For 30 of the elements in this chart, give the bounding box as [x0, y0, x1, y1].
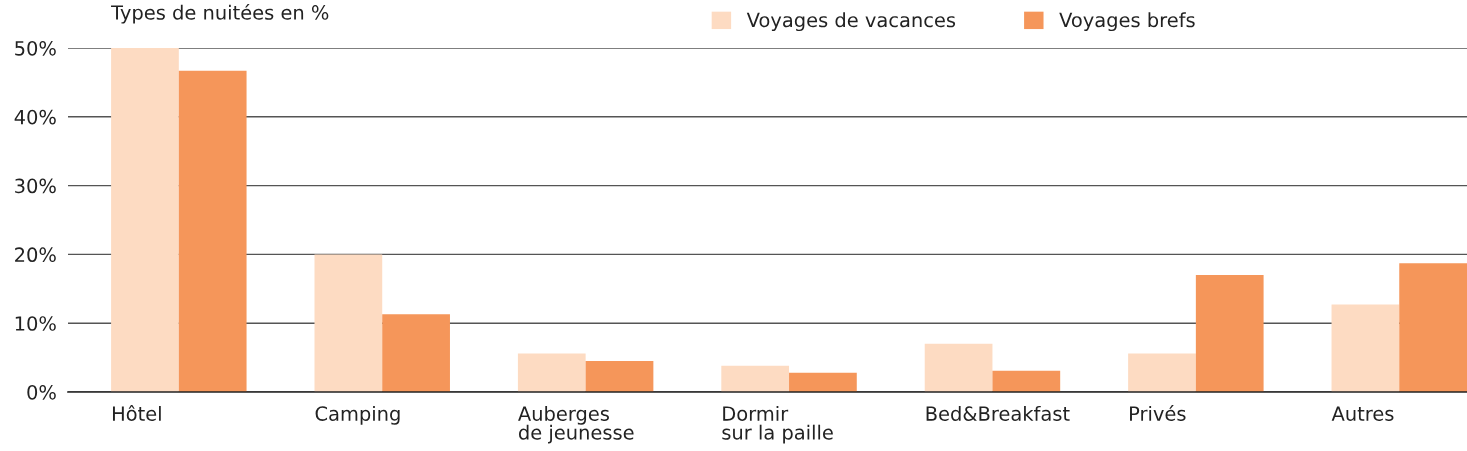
x-tick-label: Camping — [315, 405, 400, 425]
legend-label: Voyages brefs — [1059, 12, 1195, 32]
bar — [111, 48, 179, 392]
chart-title: Types de nuitées en % — [111, 4, 329, 24]
bar — [992, 370, 1061, 392]
y-tick-label: 30% — [15, 178, 56, 194]
x-tick-label: Bed&Breakfast — [926, 405, 1070, 421]
bar — [1399, 263, 1467, 392]
bar — [382, 314, 450, 392]
y-tick-label: 0% — [27, 384, 56, 400]
bar — [789, 372, 857, 392]
bar — [314, 254, 383, 392]
y-tick-label: 50% — [15, 40, 56, 56]
bar — [721, 365, 790, 392]
x-tick-label: Hôtel — [112, 405, 161, 421]
legend-label: Voyages de vacances — [746, 12, 956, 32]
bar — [585, 361, 654, 392]
x-tick-label: Auberges de jeunesse — [518, 405, 634, 444]
bar — [1331, 304, 1400, 392]
x-tick-label: Autres — [1331, 406, 1394, 421]
bar — [517, 353, 586, 392]
bar — [1195, 275, 1264, 392]
bar — [178, 70, 247, 392]
y-tick-label: 10% — [15, 316, 56, 331]
y-tick-label: 40% — [14, 109, 56, 125]
bar — [924, 343, 993, 392]
x-tick-label: Privés — [1130, 405, 1186, 421]
bar — [1128, 353, 1196, 392]
y-tick-label: 20% — [15, 247, 56, 263]
x-tick-label: Dormir sur la paille — [722, 405, 833, 444]
